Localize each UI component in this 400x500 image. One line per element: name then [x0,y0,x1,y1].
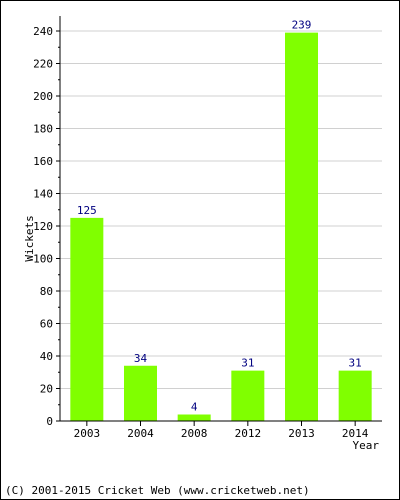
y-tick-label: 240 [33,25,53,38]
bar [177,414,211,421]
x-tick-label: 2012 [235,427,262,440]
x-tick-label: 2004 [127,427,154,440]
bar [231,370,265,421]
y-tick-label: 160 [33,155,53,168]
y-tick-label: 140 [33,188,53,201]
axes [56,16,382,426]
x-tick-label: 2014 [342,427,369,440]
y-tick-label: 20 [40,383,53,396]
data-label: 31 [349,357,362,370]
y-tick-label: 180 [33,123,53,136]
grid-lines [60,30,382,389]
y-tick-label: 0 [46,415,53,428]
bar [124,365,157,421]
x-tick-label: 2013 [288,427,315,440]
data-label: 239 [292,19,312,32]
data-labels: 125 34 4 31 239 31 [77,19,362,414]
data-label: 125 [77,204,97,217]
bars [70,32,372,421]
y-tick-labels: 0 20 40 60 80 100 120 140 160 180 200 220 240 [33,25,53,428]
copyright-footer: (C) 2001-2015 Cricket Web (www.cricketwe… [5,484,310,497]
y-tick-label: 60 [40,318,53,331]
y-tick-label: 40 [40,350,53,363]
y-tick-label: 80 [40,285,53,298]
x-axis-label: Year [353,439,380,452]
data-label: 4 [191,401,198,414]
data-label: 31 [241,357,254,370]
x-tick-labels: 2003 2004 2008 2012 2013 2014 [74,427,369,440]
y-tick-label: 220 [33,58,53,71]
bar [338,370,372,421]
bar [285,32,318,421]
y-tick-label: 120 [33,220,53,233]
bar [70,217,104,421]
x-tick-label: 2008 [181,427,208,440]
y-tick-label: 200 [33,90,53,103]
data-label: 34 [134,352,148,365]
x-tick-label: 2003 [74,427,101,440]
y-axis-label: Wickets [23,215,36,261]
y-tick-label: 100 [33,253,53,266]
